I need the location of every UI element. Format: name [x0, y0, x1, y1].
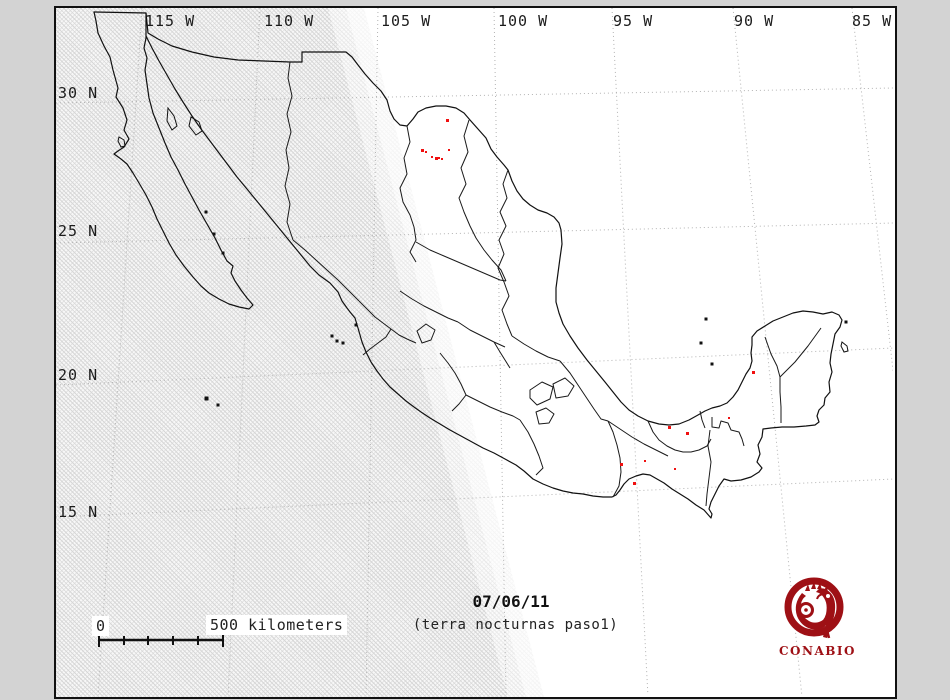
scale-max-label: 500 kilometers: [206, 615, 348, 635]
lon-label-90w: 90 W: [734, 12, 775, 30]
lat-label-30n: 30 N: [58, 84, 99, 102]
scale-zero-label: 0: [92, 616, 110, 636]
fire-dot: [674, 468, 676, 470]
fire-dot: [728, 417, 730, 419]
fire-dot: [752, 371, 755, 374]
fire-dot: [448, 149, 450, 151]
fire-dot: [438, 157, 440, 159]
lon-label-100w: 100 W: [498, 12, 549, 30]
scale-bar: [98, 634, 224, 647]
islands: [117, 106, 849, 407]
map-subtitle: (terra nocturnas paso1): [412, 617, 619, 633]
fire-dot: [431, 156, 433, 158]
map-frame: [54, 6, 897, 699]
fire-dot: [633, 482, 636, 485]
fire-dot: [446, 119, 449, 122]
lon-label-105w: 105 W: [381, 12, 432, 30]
lon-label-85w: 85 W: [852, 12, 893, 30]
lon-label-110w: 110 W: [264, 12, 315, 30]
fire-dot: [435, 157, 438, 160]
fire-dot: [686, 432, 689, 435]
lat-label-25n: 25 N: [58, 222, 99, 240]
fire-dot: [425, 151, 427, 153]
lon-label-115w: 115 W: [145, 12, 196, 30]
fire-dot: [644, 460, 646, 462]
fire-dot: [668, 426, 671, 429]
conabio-logo: CONABIO: [779, 576, 856, 658]
fire-dot: [421, 149, 424, 152]
lat-label-15n: 15 N: [58, 503, 99, 521]
state-boundaries: [284, 61, 822, 507]
lat-label-20n: 20 N: [58, 366, 99, 384]
conabio-emblem-icon: [784, 577, 844, 639]
fire-dot: [441, 158, 443, 160]
lon-label-95w: 95 W: [613, 12, 654, 30]
conabio-logo-text: CONABIO: [779, 644, 856, 658]
map-date: 07/06/11: [472, 592, 550, 611]
fire-dot: [620, 463, 623, 466]
coastline-borders: [93, 11, 843, 519]
